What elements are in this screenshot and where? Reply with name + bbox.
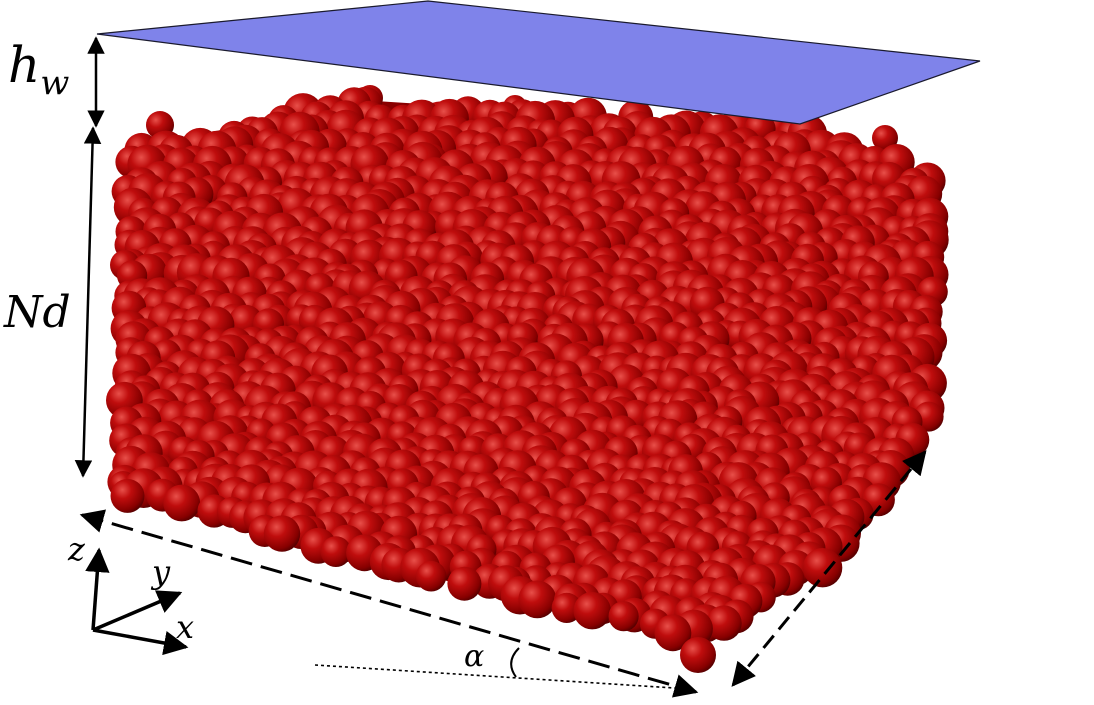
particle-sphere	[447, 566, 482, 601]
angle-label: α	[464, 639, 484, 674]
axis-z-arrow	[85, 547, 110, 631]
particle-sphere	[680, 637, 716, 673]
particle-sphere	[415, 560, 447, 592]
axis-z-label: z	[67, 530, 86, 568]
particle-sphere	[802, 548, 843, 588]
particle-sphere	[163, 484, 201, 522]
particle-sphere	[263, 515, 301, 552]
particle-sphere	[518, 580, 557, 619]
axis-x-label: x	[176, 608, 194, 646]
bed-height-label: Nd	[3, 287, 71, 338]
axis-y-arrow	[92, 590, 183, 632]
bed-height-arrow	[74, 126, 102, 478]
particle-sphere	[110, 478, 145, 513]
coordinate-axes	[85, 547, 189, 656]
bed-length-arrow	[79, 509, 699, 698]
bed-width-arrow	[731, 450, 927, 687]
axis-y-label: y	[150, 553, 171, 591]
wall-gap-label: hw	[8, 36, 69, 103]
particle-sphere	[872, 125, 898, 151]
horizontal-reference-line	[314, 664, 691, 690]
inclination-angle-arc	[510, 647, 520, 678]
particle-spheres	[106, 85, 949, 673]
top-wall-plane	[96, 0, 981, 125]
particle-sphere	[573, 592, 611, 630]
axis-x-arrow	[92, 628, 189, 656]
particle-sphere	[608, 601, 639, 632]
